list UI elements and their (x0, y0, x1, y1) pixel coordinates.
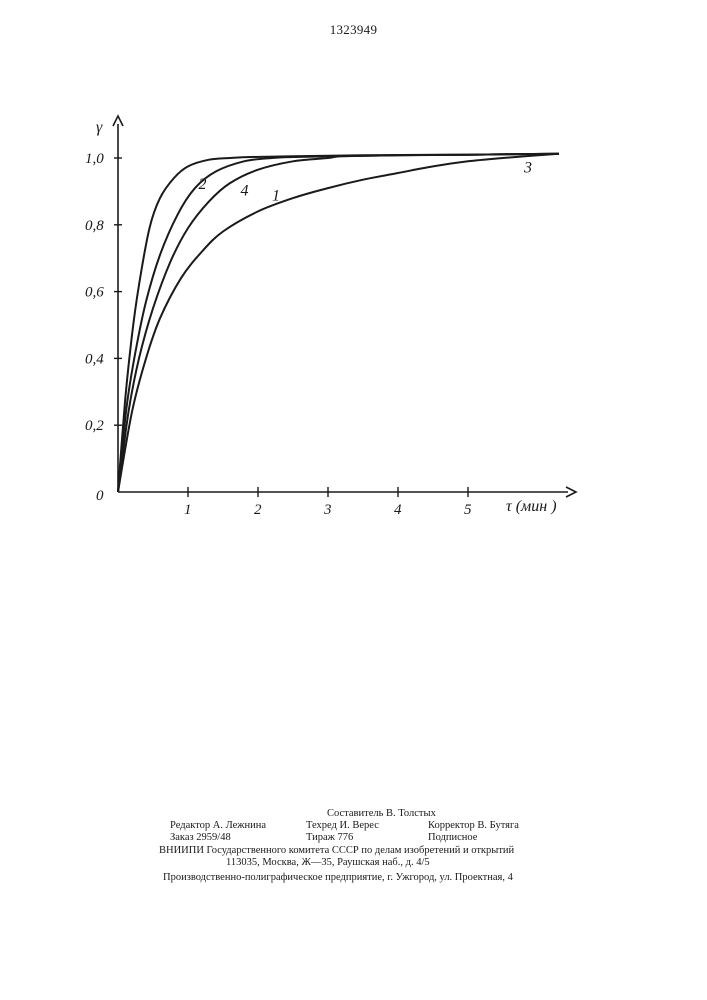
response-curve-chart: 1 2 3 4 5 0,2 0,4 0,6 0,8 1,0 2 4 1 3 0 γ τ (мин ) (0, 0, 707, 560)
y-axis-label: γ (96, 119, 103, 136)
y-tick-label-3: 0,8 (85, 218, 104, 234)
colophon-printer: Производственно-полиграфическое предприя… (163, 872, 513, 884)
x-tick-label-3: 3 (323, 502, 332, 518)
curves (118, 154, 559, 492)
y-tick-label-0: 0,2 (85, 418, 104, 434)
curve-label-2: 2 (199, 176, 207, 193)
colophon-order: Заказ 2959/48 (170, 832, 231, 844)
curve-label-3: 3 (523, 159, 532, 176)
curve-label-4: 4 (241, 183, 249, 200)
y-ticks: 0,2 0,4 0,6 0,8 1,0 (85, 151, 122, 434)
colophon-techred: Техред И. Верес (306, 820, 379, 832)
colophon-address: 113035, Москва, Ж—35, Раушская наб., д. … (226, 857, 430, 869)
colophon-circulation: Тираж 776 (306, 832, 353, 844)
x-tick-label-4: 4 (394, 502, 402, 518)
chart-axes (113, 116, 576, 497)
y-tick-label-2: 0,6 (85, 285, 104, 301)
y-tick-label-1: 0,4 (85, 351, 104, 367)
colophon-compiler: Составитель В. Толстых (327, 808, 436, 820)
x-tick-label-1: 1 (184, 502, 192, 518)
curve-labels: 2 4 1 3 (199, 159, 533, 204)
origin-label: 0 (96, 488, 104, 504)
colophon-subscription: Подписное (428, 832, 477, 844)
colophon-editor: Редактор А. Лежнина (170, 820, 266, 832)
x-axis-label: τ (мин ) (506, 498, 557, 515)
colophon-corrector: Корректор В. Бутяга (428, 820, 519, 832)
colophon-institute: ВНИИПИ Государственного комитета СССР по… (159, 845, 514, 857)
curve-label-1: 1 (272, 188, 280, 205)
y-tick-label-4: 1,0 (85, 151, 104, 167)
curve-4 (118, 154, 559, 492)
x-tick-label-5: 5 (464, 502, 472, 518)
x-tick-label-2: 2 (254, 502, 262, 518)
